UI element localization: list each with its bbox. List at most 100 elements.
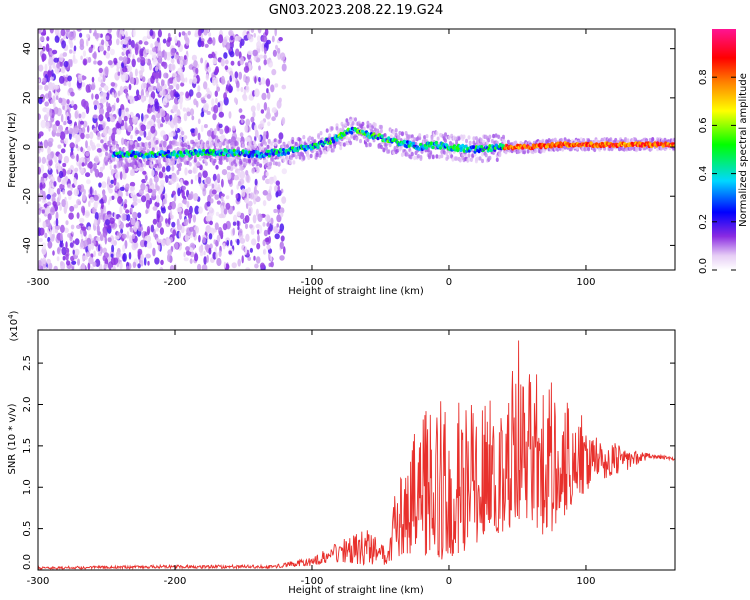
noise-point <box>162 134 168 141</box>
noise-point <box>100 39 105 46</box>
noise-point <box>108 188 113 194</box>
noise-point <box>231 262 237 269</box>
noise-point <box>88 200 91 207</box>
halo-point <box>361 121 365 127</box>
noise-point <box>67 119 73 125</box>
halo-point <box>155 146 159 151</box>
noise-point <box>279 223 285 232</box>
noise-point <box>149 107 153 113</box>
halo-point <box>488 155 492 161</box>
noise-point <box>203 81 208 90</box>
noise-point <box>218 230 224 237</box>
y-tick-label: 2.5 <box>22 355 33 371</box>
noise-point <box>152 218 158 225</box>
noise-point <box>49 29 54 34</box>
noise-point <box>234 71 239 79</box>
noise-point <box>68 212 74 220</box>
noise-point <box>254 76 257 84</box>
noise-point <box>223 52 228 59</box>
noise-point <box>95 121 99 128</box>
noise-point <box>273 208 278 214</box>
colorbar-ticks: 0.0 0.2 0.4 0.6 0.8 <box>698 69 736 274</box>
noise-point <box>179 135 183 140</box>
noise-point <box>161 166 166 173</box>
noise-point <box>129 95 133 105</box>
x-tick-label: 100 <box>576 277 595 288</box>
noise-point <box>124 203 128 209</box>
x-tick-label: -200 <box>164 277 187 288</box>
noise-point <box>87 262 91 270</box>
noise-point <box>73 45 77 52</box>
noise-point <box>52 201 57 207</box>
noise-point <box>144 235 149 241</box>
halo-point <box>179 162 182 167</box>
noise-point <box>42 220 47 229</box>
halo-point <box>309 153 313 159</box>
halo-point <box>388 142 392 148</box>
halo-point <box>384 146 388 151</box>
noise-point <box>38 193 42 202</box>
noise-point <box>38 146 41 154</box>
halo-point <box>393 145 397 151</box>
noise-point <box>121 62 124 69</box>
spectrogram-x-ticks: -300 -200 -100 0 100 <box>27 29 596 288</box>
noise-point <box>201 99 207 104</box>
noise-point <box>136 57 142 63</box>
noise-point <box>48 65 52 71</box>
ridge-point <box>302 144 306 149</box>
noise-point <box>161 207 166 214</box>
noise-point <box>126 111 129 117</box>
noise-point <box>266 192 272 202</box>
noise-point <box>125 183 130 190</box>
noise-point <box>38 64 44 72</box>
noise-point <box>187 193 193 201</box>
noise-point <box>207 66 212 73</box>
noise-point <box>176 169 180 176</box>
noise-point <box>63 155 70 164</box>
noise-point <box>239 41 242 49</box>
noise-point <box>113 192 118 199</box>
noise-point <box>236 87 240 92</box>
halo-point <box>252 140 256 145</box>
noise-point <box>140 253 144 262</box>
noise-point <box>50 69 54 77</box>
noise-point <box>256 242 261 250</box>
halo-point <box>366 124 370 129</box>
noise-point <box>105 35 110 41</box>
noise-point <box>38 238 43 243</box>
halo-point <box>351 121 355 126</box>
noise-point <box>170 214 174 220</box>
noise-point <box>160 109 166 117</box>
noise-point <box>132 115 138 125</box>
noise-point <box>47 201 52 206</box>
noise-point <box>41 55 45 63</box>
halo-point <box>158 160 161 165</box>
halo-point <box>399 145 403 150</box>
noise-point <box>175 93 180 98</box>
halo-point <box>435 154 439 159</box>
noise-point <box>144 239 148 248</box>
noise-point <box>52 225 56 235</box>
noise-point <box>96 224 100 234</box>
noise-point <box>172 104 178 113</box>
halo-point <box>326 147 330 152</box>
noise-point <box>40 119 46 129</box>
noise-point <box>246 249 250 257</box>
noise-point <box>62 105 65 110</box>
noise-point <box>149 49 153 55</box>
noise-point <box>38 203 41 209</box>
halo-point <box>559 137 563 143</box>
noise-point <box>58 97 63 104</box>
noise-point <box>111 108 114 113</box>
noise-point <box>171 221 176 228</box>
noise-point <box>245 170 249 176</box>
ridge-point <box>249 150 253 155</box>
noise-point <box>262 190 268 196</box>
noise-point <box>265 214 271 222</box>
noise-point <box>107 47 110 52</box>
noise-point <box>203 124 208 129</box>
noise-point <box>214 222 219 230</box>
halo-point <box>124 158 128 163</box>
noise-point <box>119 171 123 181</box>
noise-point <box>38 131 44 137</box>
